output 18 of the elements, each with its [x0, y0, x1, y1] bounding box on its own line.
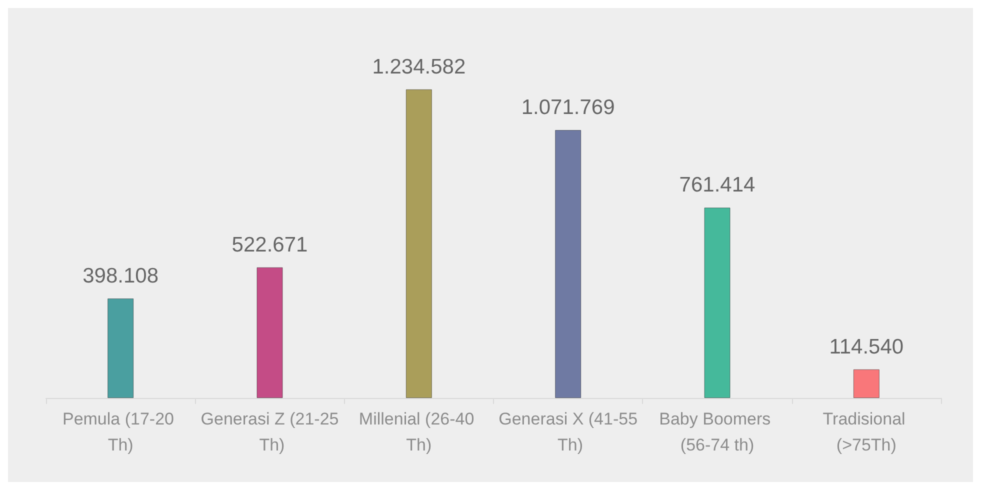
- bar: [704, 208, 730, 398]
- data-label: 761.414: [679, 174, 756, 197]
- x-tick-label: Tradisional (>75Th): [822, 410, 910, 454]
- data-label: 1.234.582: [372, 55, 466, 78]
- data-label: 114.540: [829, 335, 904, 358]
- x-tick-label: Baby Boomers (56-74 th): [659, 410, 776, 454]
- data-label: 522.671: [232, 233, 308, 256]
- bar: [555, 130, 582, 398]
- x-tick-label: Generasi Z (21-25 Th): [200, 410, 339, 454]
- bar: [853, 369, 880, 398]
- x-tick-label: Generasi X (41-55 Th): [498, 410, 638, 454]
- x-tick-label: Pemula (17-20 Th): [62, 410, 179, 454]
- bar: [256, 267, 283, 398]
- x-tick-label: Millenial (26-40 Th): [358, 410, 479, 454]
- data-label: 398.108: [82, 264, 159, 288]
- data-label: 1.071.769: [521, 96, 615, 120]
- bar: [108, 298, 134, 398]
- bar: [406, 89, 432, 398]
